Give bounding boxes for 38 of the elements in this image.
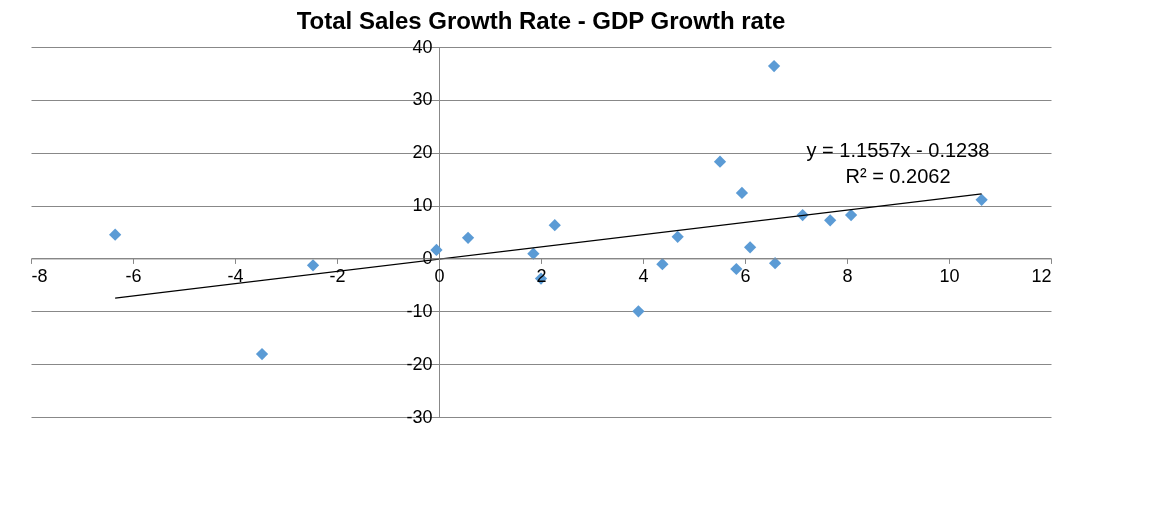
point <box>430 243 443 257</box>
x-tick-label: 6 <box>740 265 751 286</box>
point <box>461 231 475 244</box>
y-tick-label: 30 <box>412 89 433 110</box>
x-tick-label: -8 <box>31 265 48 286</box>
point <box>824 214 837 227</box>
annotation: R² = 0.2062 <box>845 164 951 187</box>
point <box>527 247 540 260</box>
point <box>975 193 988 206</box>
chart-title: Total Sales Growth Rate - GDP Growth rate <box>296 7 786 34</box>
x-tick-label: -2 <box>329 265 346 286</box>
x-tick-label: 10 <box>939 265 960 286</box>
point <box>713 155 727 168</box>
point <box>109 228 122 241</box>
y-tick-label: -30 <box>406 406 433 427</box>
point <box>632 305 645 318</box>
point <box>735 186 749 200</box>
point <box>844 208 858 222</box>
point <box>743 241 757 254</box>
point <box>768 257 782 270</box>
y-tick-label: -20 <box>406 353 433 374</box>
y-tick-label: -10 <box>406 300 433 321</box>
y-tick-label: 20 <box>412 142 433 163</box>
x-tick-label: 12 <box>1031 265 1052 286</box>
x-tick-label: 8 <box>842 265 853 286</box>
x-tick-label: -6 <box>125 265 142 286</box>
point <box>306 259 320 272</box>
point <box>730 262 743 276</box>
point <box>548 219 561 232</box>
point <box>767 59 781 73</box>
x-tick-label: 4 <box>638 265 649 286</box>
y-tick-label: 40 <box>412 36 433 57</box>
point <box>656 258 669 271</box>
y-tick-label: 10 <box>412 195 433 216</box>
point <box>671 230 684 243</box>
x-tick-label: -4 <box>227 265 244 286</box>
annotation: y = 1.1557x - 0.1238 <box>806 138 990 161</box>
point <box>255 347 269 361</box>
